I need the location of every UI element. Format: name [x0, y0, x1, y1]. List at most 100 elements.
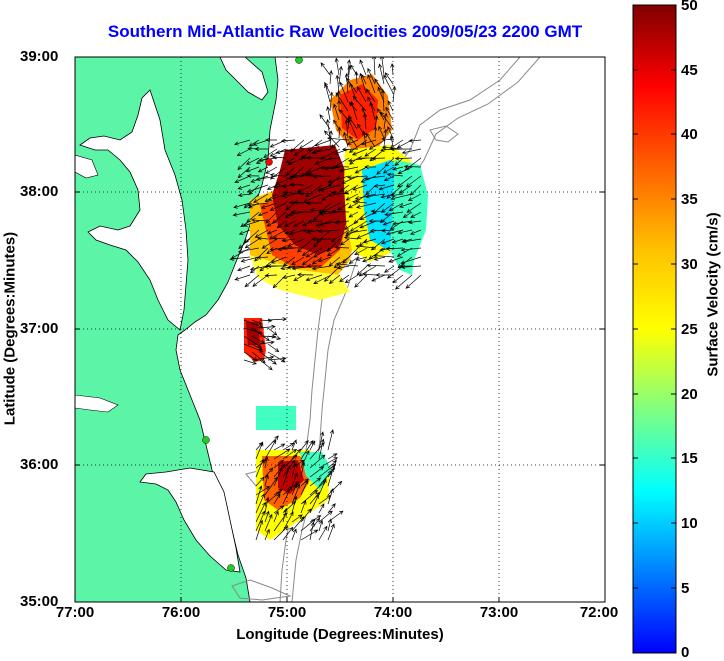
velocity-arrow: [300, 529, 319, 541]
velocity-arrow: [275, 148, 296, 155]
x-axis-label: Longitude (Degrees:Minutes): [236, 626, 444, 643]
velocity-arrow: [281, 193, 296, 199]
velocity-arrow: [334, 57, 340, 76]
velocity-arrow: [312, 174, 332, 179]
velocity-arrow: [327, 464, 336, 487]
velocity-arrow: [302, 247, 314, 256]
velocity-arrow: [354, 247, 368, 256]
velocity-arrow: [325, 118, 331, 139]
velocity-arrow: [282, 454, 298, 469]
velocity-arrow: [246, 173, 260, 178]
velocity-arrow: [371, 156, 386, 161]
velocity-arrow: [380, 111, 394, 130]
velocity-arrow: [319, 211, 341, 216]
velocity-arrow: [385, 246, 404, 251]
velocity-arrow: [247, 202, 269, 207]
velocity-arrow: [338, 65, 343, 85]
velocity-arrow: [259, 318, 273, 323]
velocity-arrow: [359, 211, 377, 221]
velocity-arrow: [287, 238, 305, 247]
velocity-arrow: [237, 184, 251, 190]
velocity-arrow: [240, 256, 260, 263]
velocity-arrow: [255, 458, 264, 478]
velocity-arrow: [252, 139, 269, 146]
velocity-arrow: [244, 274, 260, 288]
lat-tick: 35:00: [20, 593, 59, 610]
velocity-arrow: [238, 238, 251, 249]
velocity-arrow: [305, 155, 323, 161]
velocity-arrow: [264, 456, 269, 469]
velocity-arrow: [251, 319, 263, 325]
velocity-arrow: [273, 463, 285, 478]
velocity-arrow: [382, 220, 395, 226]
velocity-arrow: [313, 238, 323, 248]
velocity-arrow: [354, 166, 368, 174]
velocity-arrow: [277, 247, 296, 252]
velocity-arrow: [273, 443, 286, 451]
velocity-arrow: [273, 510, 279, 523]
velocity-arrow: [309, 517, 321, 532]
velocity-arrow: [291, 462, 297, 478]
velocity-arrow: [357, 86, 367, 103]
velocity-arrow: [265, 166, 278, 174]
velocity-arrow: [326, 105, 331, 121]
velocity-arrow: [291, 528, 297, 541]
velocity-arrow: [320, 148, 341, 160]
colorbar-tick: 35: [681, 191, 698, 208]
velocity-arrow: [255, 157, 269, 164]
velocity-arrow: [243, 359, 257, 365]
velocity-arrow: [264, 513, 273, 532]
velocity-arrow: [345, 193, 359, 201]
velocity-arrow: [390, 63, 395, 76]
velocity-arrow: [233, 202, 251, 209]
velocity-arrow: [264, 528, 270, 541]
station-marker-mid: [202, 436, 210, 444]
velocity-arrow: [292, 173, 314, 178]
velocity-arrow: [259, 324, 276, 329]
velocity-arrow: [255, 510, 266, 532]
velocity-arrow: [251, 355, 275, 361]
velocity-arrow: [354, 274, 368, 288]
lon-tick: 73:00: [479, 604, 519, 621]
velocity-arrow: [288, 200, 305, 205]
velocity-arrow: [259, 359, 273, 371]
velocity-arrow: [348, 211, 359, 218]
velocity-arrow: [364, 164, 377, 170]
velocity-arrow: [344, 220, 359, 230]
velocity-arrow: [261, 238, 278, 249]
velocity-arrow: [339, 274, 350, 283]
velocity-arrow: [383, 175, 395, 182]
velocity-arrow: [320, 165, 332, 170]
velocity-arrow: [364, 148, 377, 157]
velocity-arrow: [264, 467, 274, 478]
velocity-arrow: [327, 175, 350, 184]
velocity-arrow: [341, 147, 359, 152]
velocity-arrow: [300, 489, 318, 505]
velocity-arrow: [281, 238, 296, 243]
velocity-arrow: [269, 172, 287, 178]
velocity-arrow: [291, 448, 302, 460]
velocity-arrow: [368, 139, 386, 150]
velocity-arrow: [356, 229, 377, 239]
velocity-arrow: [327, 156, 341, 161]
velocity-arrow: [344, 274, 359, 284]
velocity-arrow: [367, 67, 376, 85]
velocity-arrow: [390, 147, 413, 152]
velocity-arrow: [394, 157, 404, 167]
colorbar-tick: 0: [681, 644, 690, 661]
velocity-arrow: [293, 148, 305, 156]
velocity-arrow: [386, 172, 404, 177]
velocity-arrow: [387, 126, 394, 139]
velocity-arrow: [339, 81, 349, 103]
velocity-arrow: [339, 166, 359, 173]
velocity-arrow: [380, 193, 395, 199]
velocity-arrow: [330, 139, 341, 149]
velocity-arrow: [311, 256, 323, 265]
velocity-arrow: [327, 523, 335, 541]
velocity-arrow: [280, 138, 296, 143]
velocity-arrow: [333, 148, 350, 155]
velocity-arrow: [381, 228, 395, 233]
colorbar-tick: 25: [681, 321, 698, 338]
velocity-arrow: [238, 229, 251, 235]
velocity-arrow: [340, 238, 350, 246]
